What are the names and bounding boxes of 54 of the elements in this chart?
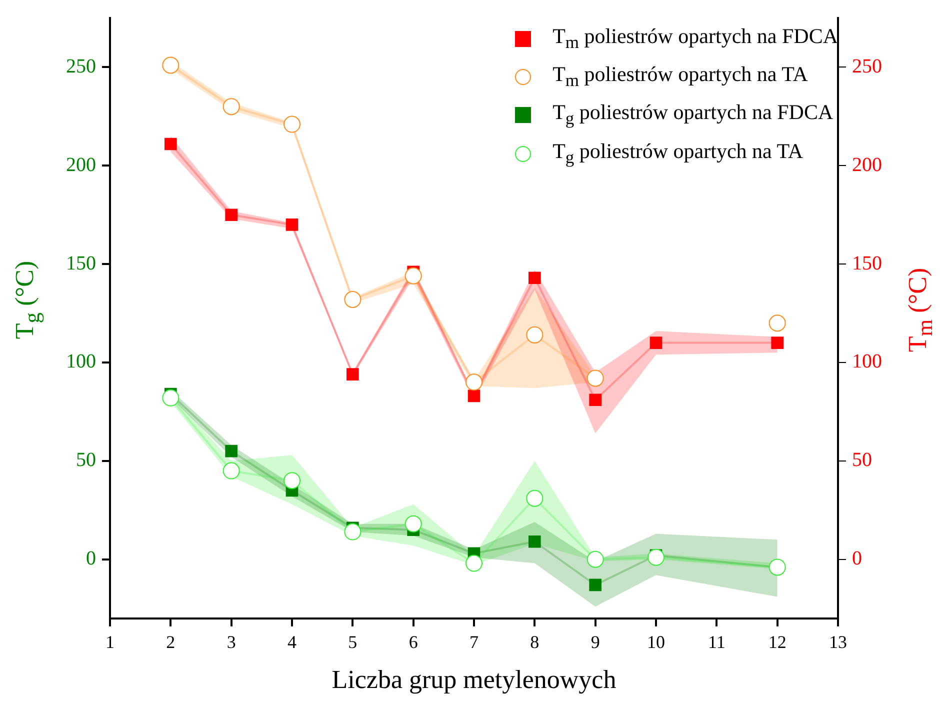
point	[528, 535, 541, 548]
point	[222, 98, 240, 116]
point	[162, 389, 180, 406]
point	[404, 515, 422, 532]
point	[586, 370, 604, 387]
point	[284, 116, 300, 133]
x-tick-label: 6	[408, 632, 418, 652]
x-tick-label: 2	[166, 632, 176, 652]
x-tick-label: 3	[226, 632, 236, 652]
x-tick-label: 1	[106, 632, 114, 652]
x-tick-label: 13	[829, 632, 847, 652]
point	[466, 374, 482, 391]
point	[466, 554, 482, 572]
x-tick-label: 5	[348, 632, 358, 652]
y-tick-label: 100	[66, 350, 96, 373]
y-tick-label: 50	[76, 449, 96, 472]
y-tick-label: 150	[66, 252, 96, 274]
point	[344, 291, 362, 308]
y-tick-label: 0	[86, 548, 96, 570]
point	[526, 490, 544, 507]
x-axis-title: Liczba grup metylenowych	[330, 665, 618, 695]
y2-tick-label: 100	[852, 350, 882, 373]
point	[344, 523, 362, 540]
y-tick-label: 250	[66, 55, 96, 78]
x-tick-label: 4	[288, 632, 296, 652]
x-tick-label: 7	[470, 632, 478, 652]
point	[164, 138, 177, 150]
legend-label: T$_{g}$ poliestrów opartych na FDCA	[552, 99, 834, 131]
y2-tick-label: 50	[852, 449, 872, 472]
point	[586, 550, 604, 568]
y2-tick-label: 0	[852, 548, 862, 570]
point	[589, 394, 602, 406]
y-tick-label: 200	[66, 154, 96, 176]
y2-tick-label: 250	[852, 55, 882, 78]
point	[768, 558, 786, 576]
x-tick-label: 10	[647, 632, 665, 652]
legend-label: T$_{m}$ poliestrów opartych na TA	[552, 61, 808, 92]
y2-tick-label: 150	[852, 252, 882, 274]
legend-label: T$_{g}$ poliestrów opartych na TA	[552, 138, 804, 169]
point	[589, 578, 602, 592]
x-tick-label: 11	[708, 632, 726, 652]
point	[650, 336, 662, 349]
x-tick-label: 8	[530, 632, 540, 652]
x-tick-label: 9	[590, 632, 600, 652]
point	[222, 462, 240, 480]
legend-label: T$_{m}$ poliestrów opartych na FDCA	[552, 23, 838, 54]
point	[404, 267, 422, 284]
point	[771, 336, 784, 349]
y2-tick-label: 200	[852, 154, 882, 176]
point	[648, 548, 664, 566]
point	[284, 472, 300, 490]
point	[526, 326, 544, 344]
x-tick-label: 12	[768, 632, 786, 652]
point	[528, 272, 541, 284]
